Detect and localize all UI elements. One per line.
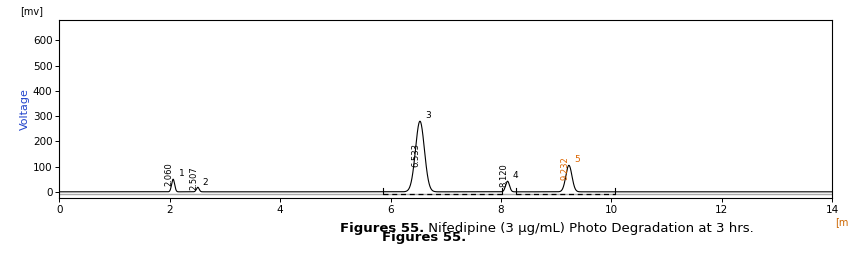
Text: Figures 55.: Figures 55. bbox=[382, 231, 467, 244]
Text: [mv]: [mv] bbox=[20, 6, 43, 16]
Text: Figures 55. Nifedipine (3 μg/mL) Photo Degradation at 3 hrs.: Figures 55. Nifedipine (3 μg/mL) Photo D… bbox=[223, 231, 626, 244]
Text: 3: 3 bbox=[425, 111, 431, 120]
Text: [min.]: [min.] bbox=[835, 218, 849, 228]
Text: 6.533: 6.533 bbox=[411, 143, 420, 167]
Text: 1: 1 bbox=[178, 169, 184, 178]
Text: 4: 4 bbox=[513, 171, 518, 180]
Text: 5: 5 bbox=[574, 155, 580, 164]
Text: Nifedipine (3 μg/mL) Photo Degradation at 3 hrs.: Nifedipine (3 μg/mL) Photo Degradation a… bbox=[424, 222, 754, 235]
Y-axis label: Voltage: Voltage bbox=[20, 88, 30, 130]
Text: Figures 55.: Figures 55. bbox=[340, 222, 424, 235]
Text: 2.060: 2.060 bbox=[165, 162, 174, 186]
Text: 2: 2 bbox=[203, 178, 208, 186]
Text: 2.507: 2.507 bbox=[189, 166, 199, 189]
Text: 9.232: 9.232 bbox=[560, 156, 570, 180]
Text: 8.120: 8.120 bbox=[499, 163, 509, 187]
